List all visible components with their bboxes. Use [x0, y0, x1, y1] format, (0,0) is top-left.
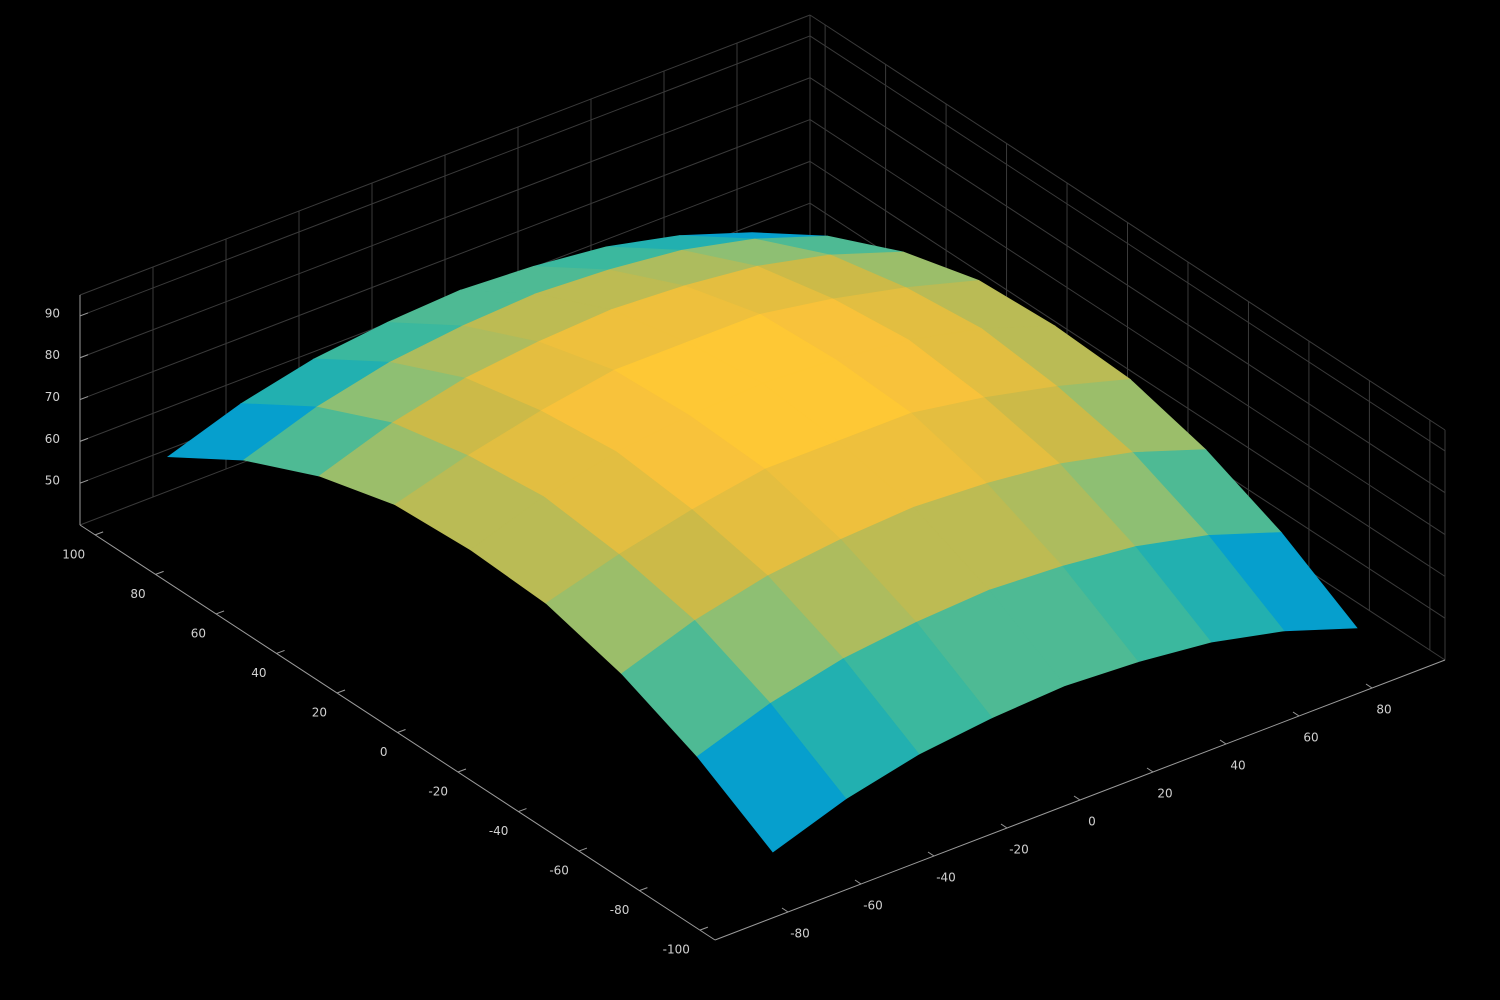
z-tick [79, 354, 89, 359]
grid-line [809, 35, 1446, 452]
y-tick [457, 768, 467, 773]
grid-line [809, 119, 1446, 535]
surface-patch [696, 702, 847, 853]
y-tick-label: 80 [130, 587, 145, 601]
x-tick-label: 0 [1088, 815, 1096, 829]
y-tick [518, 808, 527, 813]
y-tick-label: -80 [610, 903, 630, 917]
y-tick-label: -40 [489, 824, 509, 838]
grid-line [809, 77, 1446, 494]
y-tick-label: -100 [663, 943, 690, 957]
x-tick-label: -60 [863, 899, 883, 913]
y-tick [699, 926, 709, 931]
grid-line [809, 160, 1446, 577]
x-tick-label: 20 [1157, 787, 1172, 801]
wall-edge [809, 14, 1446, 431]
z-tick-label: 70 [45, 390, 60, 404]
x-tick-label: 40 [1230, 759, 1245, 773]
y-tick [397, 729, 406, 733]
z-tick-label: 50 [45, 474, 60, 488]
z-tick-label: 90 [45, 306, 60, 320]
wall-edge [79, 14, 811, 296]
y-tick [639, 887, 648, 892]
y-tick [578, 847, 588, 852]
x-tick-label: 80 [1376, 703, 1391, 717]
y-tick [94, 531, 104, 536]
x-tick-label: -40 [936, 871, 956, 885]
y-tick [215, 610, 225, 615]
grid-line [79, 119, 811, 401]
z-tick [79, 437, 89, 442]
y-tick-label: 100 [62, 547, 85, 561]
y-tick-label: 60 [191, 626, 206, 640]
x-tick [1365, 683, 1373, 689]
x-tick [1292, 711, 1300, 717]
x-tick [927, 851, 935, 857]
x-tick [1146, 767, 1154, 773]
x-tick [854, 879, 862, 885]
x-tick [1073, 795, 1081, 801]
grid-line [79, 35, 811, 317]
z-tick [79, 396, 89, 401]
x-tick [781, 907, 789, 913]
y-tick-label: -60 [549, 864, 569, 878]
x-tick-label: -80 [790, 927, 810, 941]
y-tick [155, 570, 164, 575]
grid-line [79, 77, 811, 359]
z-tick-label: 60 [45, 432, 60, 446]
y-tick-label: 0 [380, 745, 388, 759]
y-tick-label: -20 [428, 785, 448, 799]
x-tick-label: 60 [1303, 731, 1318, 745]
y-tick [336, 689, 346, 694]
z-tick [79, 312, 89, 317]
x-tick [1000, 823, 1008, 829]
z-tick [79, 479, 89, 484]
y-tick [276, 649, 285, 654]
y-tick-label: 40 [251, 666, 266, 680]
y-tick-label: 20 [312, 705, 327, 719]
x-tick [1219, 739, 1227, 745]
x-tick-label: -20 [1009, 843, 1029, 857]
z-tick-label: 80 [45, 348, 60, 362]
